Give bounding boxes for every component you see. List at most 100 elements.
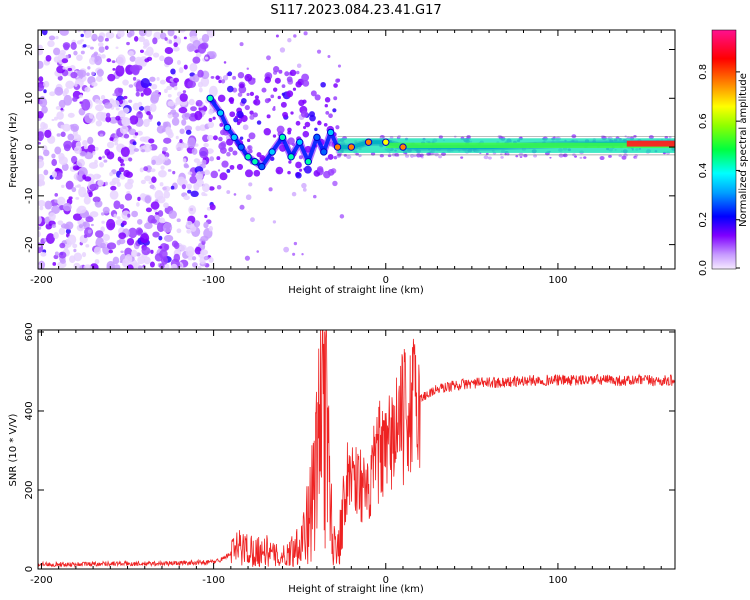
x-tick-label: 100	[548, 275, 567, 286]
noise-speck	[229, 111, 236, 118]
noise-speck	[519, 136, 523, 139]
noise-speck	[248, 148, 253, 154]
noise-speck	[249, 91, 255, 97]
noise-speck	[164, 88, 168, 94]
noise-speck	[151, 159, 156, 166]
noise-speck	[72, 243, 78, 249]
noise-speck	[61, 58, 69, 64]
noise-speck	[184, 112, 191, 118]
noise-speck	[150, 168, 156, 173]
noise-speck	[150, 249, 154, 254]
noise-speck	[86, 72, 90, 77]
noise-speck	[239, 83, 245, 89]
noise-speck	[197, 81, 204, 88]
noise-speck	[139, 232, 150, 244]
noise-speck	[100, 94, 106, 100]
noise-speck	[139, 136, 147, 142]
noise-speck	[38, 230, 41, 238]
noise-speck	[76, 40, 83, 45]
noise-speck	[138, 106, 145, 111]
noise-speck	[160, 165, 165, 170]
noise-speck	[97, 179, 104, 187]
noise-speck	[124, 181, 133, 190]
noise-speck	[68, 196, 73, 200]
noise-speck	[234, 115, 239, 119]
noise-speck	[212, 116, 216, 120]
colorbar-gradient	[711, 29, 737, 270]
noise-speck	[113, 213, 117, 218]
noise-speck	[136, 202, 140, 207]
noise-speck	[60, 124, 65, 129]
spectrogram-ylabel: Frequency (Hz)	[8, 112, 19, 188]
noise-speck	[38, 48, 44, 56]
noise-speck	[116, 239, 121, 246]
noise-speck	[165, 128, 173, 136]
noise-speck	[128, 84, 134, 88]
noise-speck	[175, 135, 179, 140]
noise-speck	[320, 81, 326, 88]
noise-speck	[266, 55, 271, 61]
noise-speck	[74, 82, 78, 87]
noise-speck	[346, 154, 352, 160]
noise-speck	[54, 116, 58, 121]
noise-speck	[208, 51, 217, 59]
noise-speck	[159, 79, 166, 85]
noise-speck	[608, 154, 612, 158]
noise-speck	[102, 206, 110, 214]
noise-speck	[83, 264, 93, 269]
noise-speck	[123, 169, 131, 178]
noise-speck	[59, 49, 66, 56]
noise-speck	[157, 210, 164, 217]
noise-speck	[123, 133, 130, 139]
noise-speck	[73, 252, 83, 262]
noise-speck	[256, 120, 262, 125]
noise-speck	[136, 111, 143, 120]
noise-speck	[118, 167, 125, 173]
noise-speck	[218, 136, 223, 142]
colorbar: 0.0 0.2 0.4 0.6 0.8 Normalized spectral ampl…	[698, 29, 749, 276]
noise-speck	[58, 251, 67, 259]
noise-speck	[38, 60, 44, 69]
noise-speck	[102, 233, 111, 241]
snr-series-line	[38, 330, 675, 568]
noise-speck	[57, 75, 63, 81]
noise-speck	[552, 136, 556, 139]
noise-speck	[176, 228, 182, 234]
noise-speck	[144, 30, 153, 37]
noise-speck	[38, 173, 45, 182]
noise-speck	[184, 145, 189, 149]
noise-speck	[115, 115, 121, 121]
noise-speck	[164, 156, 169, 161]
noise-speck	[126, 264, 134, 269]
noise-speck	[287, 130, 292, 135]
noise-speck	[57, 200, 63, 205]
noise-speck	[185, 220, 193, 226]
noise-speck	[89, 211, 99, 218]
noise-speck	[83, 145, 88, 150]
signal-peak	[268, 148, 276, 156]
noise-speck	[244, 255, 251, 261]
noise-speck	[51, 118, 55, 122]
noise-speck	[130, 249, 138, 258]
snr-frame	[37, 329, 676, 570]
noise-speck	[143, 256, 151, 265]
snr-ylabel: SNR (10 * V/V)	[8, 413, 19, 486]
noise-speck	[226, 138, 234, 146]
noise-speck	[76, 159, 86, 168]
noise-speck	[187, 171, 193, 175]
noise-speck	[222, 75, 229, 81]
noise-speck	[121, 145, 125, 148]
noise-speck	[249, 110, 254, 115]
noise-speck	[118, 110, 124, 115]
noise-speck	[45, 54, 52, 62]
noise-speck	[110, 185, 117, 191]
noise-speck	[39, 205, 44, 211]
noise-speck	[72, 134, 82, 142]
noise-speck	[106, 151, 115, 160]
noise-speck	[82, 44, 87, 48]
x-tick-label: -100	[202, 575, 225, 586]
noise-speck	[38, 226, 42, 230]
noise-speck	[87, 229, 92, 234]
noise-speck	[167, 112, 173, 119]
noise-speck	[261, 87, 267, 93]
